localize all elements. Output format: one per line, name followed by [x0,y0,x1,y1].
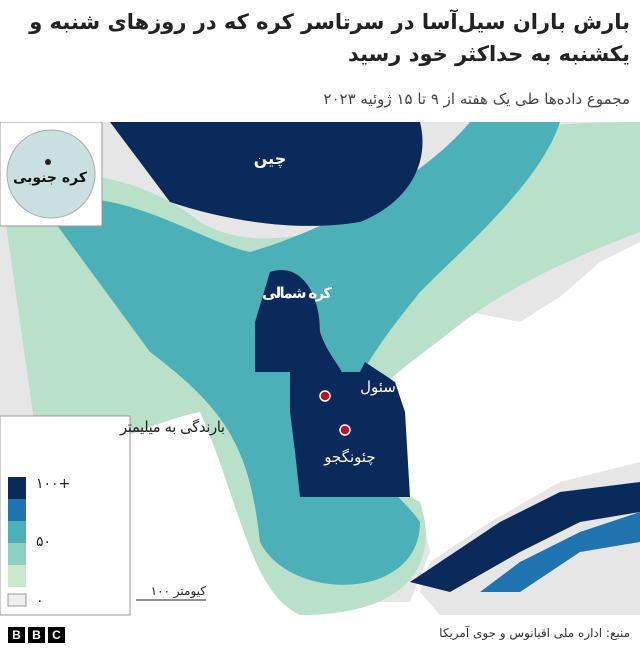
legend-title: بارندگی به میلیمتر [119,418,225,436]
legend-tick: ۱۰۰+ [36,476,70,492]
legend-swatch [8,499,26,521]
city-dot [339,424,351,436]
label-china: چین [254,149,286,169]
subtitle: مجموع داده‌ها طی یک هفته از ۹ تا ۱۵ ژوئی… [323,90,630,108]
legend-swatch [8,543,26,565]
inset-globe [6,129,96,219]
rain-high [410,482,640,592]
legend-swatch [8,565,26,587]
label-seoul: سئول [360,378,396,396]
legend-tick: ۰ [36,593,44,609]
inset-label: کره جنوبی [13,170,88,186]
logo-letter: B [8,627,25,643]
rain-high [255,270,346,392]
logo-letter: C [48,627,65,643]
scale-label: ۱۰۰ کیومتر [151,584,207,599]
legend-swatch [7,593,27,607]
legend-swatch [8,521,26,543]
logo-letter: B [28,627,45,643]
inset-dot [45,159,51,165]
legend-swatch [8,477,26,499]
source: منبع: اداره ملی اقیانوس و جوی آمریکا [439,626,630,640]
city-dot [319,390,331,402]
rain-high [110,122,423,226]
label-cheongju: چئونگجو [323,448,375,466]
label-north-korea: کره شمالی [262,284,332,302]
title: بارش باران سیل‌آسا در سرتاسر کره که در ر… [29,10,630,66]
rain-mid-high [480,512,640,592]
map: چین کره شمالی سئول چئونگجو کره جنوبی بار… [0,122,640,616]
legend-tick: ۵۰ [36,534,51,550]
